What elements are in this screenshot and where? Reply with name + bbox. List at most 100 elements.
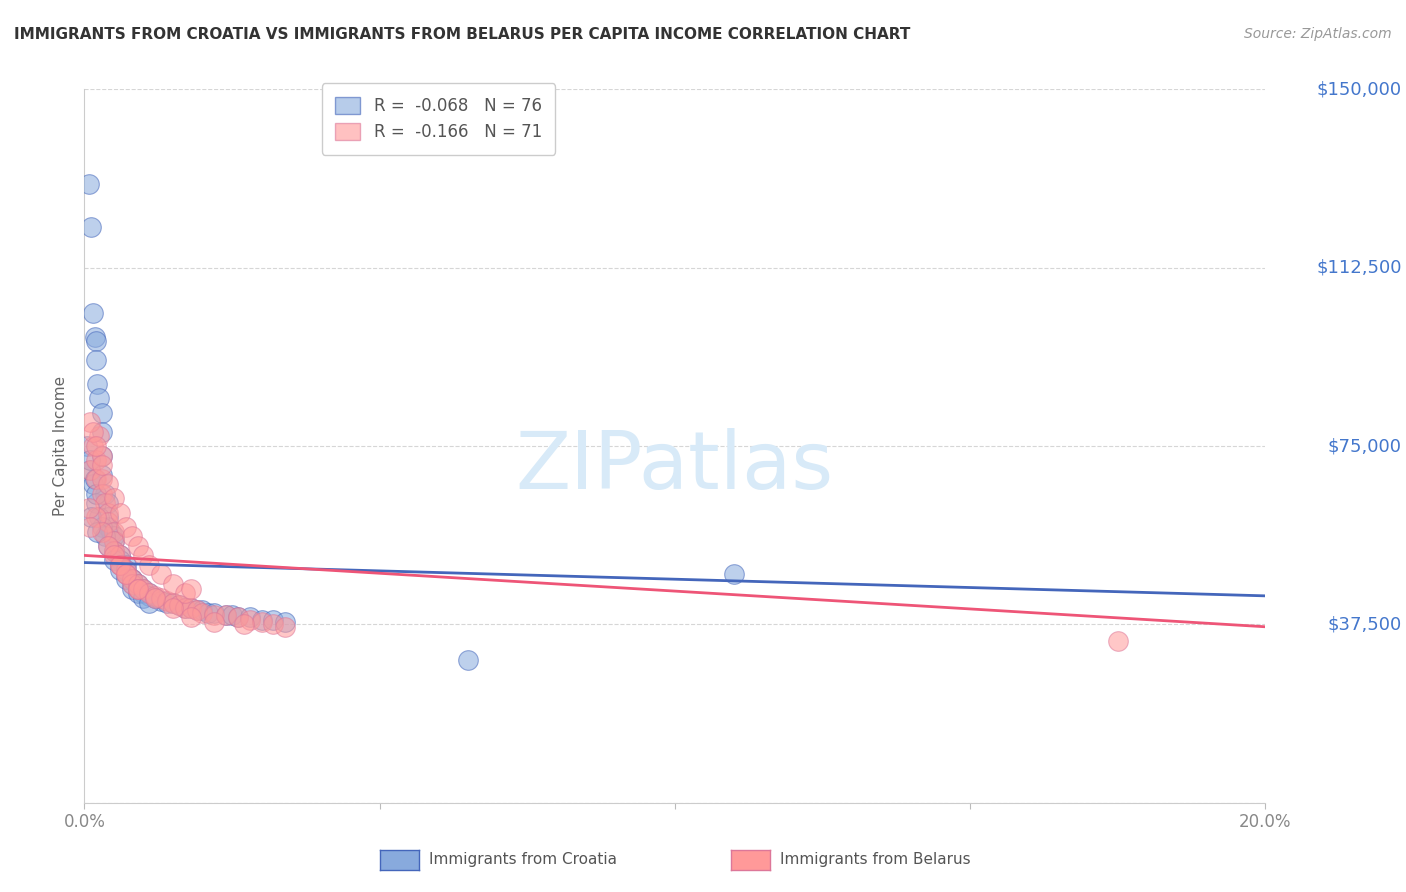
Point	[82, 439, 104, 453]
Point	[103, 553, 125, 567]
Point	[180, 600, 202, 615]
Point	[79, 463, 101, 477]
Point	[86, 377, 108, 392]
Point	[86, 524, 108, 539]
Point	[186, 603, 208, 617]
Point	[121, 529, 143, 543]
Point	[100, 524, 122, 539]
Point	[114, 558, 136, 572]
Point	[202, 606, 225, 620]
Point	[138, 586, 160, 600]
Point	[103, 491, 125, 506]
Point	[108, 558, 131, 572]
Point	[180, 610, 202, 624]
Point	[127, 577, 149, 591]
Point	[221, 607, 243, 622]
Point	[91, 425, 114, 439]
Point	[87, 510, 111, 524]
Point	[186, 603, 208, 617]
Point	[76, 439, 98, 453]
Point	[132, 586, 155, 600]
Point	[127, 582, 149, 596]
Point	[84, 353, 107, 368]
Point	[79, 463, 101, 477]
Point	[173, 600, 195, 615]
Point	[226, 610, 249, 624]
Point	[121, 572, 143, 586]
Text: $75,000: $75,000	[1327, 437, 1402, 455]
Point	[173, 600, 195, 615]
Point	[250, 615, 273, 629]
Point	[127, 577, 149, 591]
Text: $150,000: $150,000	[1316, 80, 1402, 98]
Point	[97, 477, 120, 491]
Point	[143, 591, 166, 606]
Point	[121, 572, 143, 586]
Point	[91, 524, 114, 539]
Point	[723, 567, 745, 582]
Text: IMMIGRANTS FROM CROATIA VS IMMIGRANTS FROM BELARUS PER CAPITA INCOME CORRELATION: IMMIGRANTS FROM CROATIA VS IMMIGRANTS FR…	[14, 27, 911, 42]
Point	[97, 506, 120, 520]
Point	[121, 582, 143, 596]
Point	[97, 510, 120, 524]
Point	[84, 453, 107, 467]
Point	[127, 582, 149, 596]
Point	[108, 563, 131, 577]
Point	[114, 520, 136, 534]
Point	[91, 467, 114, 482]
Point	[127, 539, 149, 553]
Point	[162, 600, 184, 615]
Point	[114, 572, 136, 586]
Point	[121, 572, 143, 586]
Point	[103, 529, 125, 543]
Point	[150, 591, 173, 606]
Point	[97, 515, 120, 529]
Point	[84, 472, 107, 486]
Point	[1107, 634, 1129, 648]
Point	[80, 220, 103, 235]
Point	[77, 178, 100, 192]
Point	[97, 496, 120, 510]
Text: Immigrants from Belarus: Immigrants from Belarus	[780, 853, 972, 867]
Point	[274, 620, 297, 634]
Point	[103, 543, 125, 558]
Point	[97, 539, 120, 553]
Point	[156, 596, 179, 610]
Point	[82, 477, 104, 491]
Point	[94, 486, 117, 500]
Point	[143, 591, 166, 606]
Point	[197, 606, 219, 620]
Point	[97, 539, 120, 553]
Point	[121, 577, 143, 591]
Point	[138, 586, 160, 600]
Point	[108, 506, 131, 520]
Point	[80, 510, 103, 524]
Point	[232, 617, 254, 632]
Point	[91, 458, 114, 472]
Point	[103, 534, 125, 549]
Point	[138, 558, 160, 572]
Point	[167, 599, 190, 613]
Point	[108, 553, 131, 567]
Point	[84, 472, 107, 486]
Point	[114, 563, 136, 577]
Point	[202, 607, 225, 622]
Point	[274, 615, 297, 629]
Point	[180, 600, 202, 615]
Point	[82, 425, 104, 439]
Point	[191, 606, 214, 620]
Point	[79, 520, 101, 534]
Point	[94, 529, 117, 543]
Text: Source: ZipAtlas.com: Source: ZipAtlas.com	[1244, 27, 1392, 41]
Point	[262, 617, 284, 632]
Point	[138, 596, 160, 610]
Legend: R =  -0.068   N = 76, R =  -0.166   N = 71: R = -0.068 N = 76, R = -0.166 N = 71	[322, 83, 555, 154]
Point	[132, 582, 155, 596]
Point	[84, 334, 107, 349]
Point	[150, 567, 173, 582]
Point	[108, 549, 131, 563]
Point	[162, 596, 184, 610]
Point	[239, 613, 262, 627]
Point	[127, 586, 149, 600]
Point	[114, 567, 136, 582]
